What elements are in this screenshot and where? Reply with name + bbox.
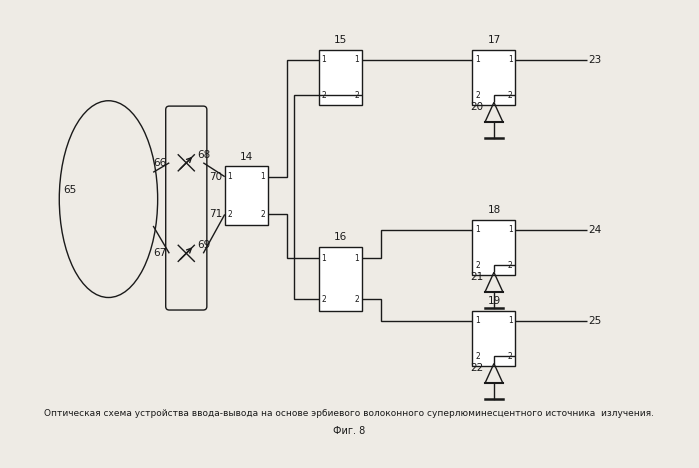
Text: 2: 2 (475, 352, 480, 361)
Bar (473, 219, 515, 275)
Text: 67: 67 (153, 249, 166, 258)
Text: 1: 1 (508, 55, 513, 64)
Text: Фиг. 8: Фиг. 8 (333, 426, 366, 436)
Text: 2: 2 (322, 91, 326, 100)
Text: 70: 70 (209, 172, 222, 182)
Text: 21: 21 (470, 272, 483, 282)
Bar (319, 247, 361, 311)
Text: 1: 1 (322, 254, 326, 263)
Text: 18: 18 (487, 205, 500, 215)
Text: 2: 2 (475, 91, 480, 100)
Text: 71: 71 (209, 210, 222, 219)
Text: 16: 16 (333, 232, 347, 242)
Text: 2: 2 (475, 261, 480, 270)
Text: 66: 66 (153, 158, 166, 168)
Text: 65: 65 (64, 185, 77, 195)
Bar (473, 50, 515, 105)
Text: 1: 1 (354, 55, 359, 64)
Text: 25: 25 (589, 316, 602, 326)
Text: 1: 1 (475, 316, 480, 325)
Text: 1: 1 (475, 225, 480, 234)
Text: Оптическая схема устройства ввода-вывода на основе эрбиевого волоконного суперлю: Оптическая схема устройства ввода-вывода… (45, 410, 654, 418)
Text: 2: 2 (354, 91, 359, 100)
Text: 15: 15 (333, 35, 347, 45)
Text: 2: 2 (227, 210, 232, 219)
Text: 23: 23 (589, 55, 602, 65)
Text: 69: 69 (197, 240, 210, 250)
Text: 2: 2 (508, 261, 513, 270)
Bar (225, 166, 268, 225)
Text: 2: 2 (508, 91, 513, 100)
Bar (319, 50, 361, 105)
Text: 1: 1 (508, 316, 513, 325)
Bar (473, 311, 515, 366)
Text: 14: 14 (240, 152, 253, 161)
Text: 1: 1 (508, 225, 513, 234)
Text: 17: 17 (487, 35, 500, 45)
Text: 2: 2 (354, 295, 359, 304)
Text: 20: 20 (470, 102, 483, 112)
Text: 2: 2 (508, 352, 513, 361)
Text: 19: 19 (487, 296, 500, 307)
Text: 24: 24 (589, 225, 602, 234)
Text: 1: 1 (354, 254, 359, 263)
Text: 22: 22 (470, 363, 483, 373)
Text: 1: 1 (260, 172, 265, 181)
Text: 2: 2 (260, 210, 265, 219)
Text: 2: 2 (322, 295, 326, 304)
Text: 1: 1 (227, 172, 232, 181)
Text: 68: 68 (197, 150, 210, 160)
Text: 1: 1 (322, 55, 326, 64)
Text: 1: 1 (475, 55, 480, 64)
